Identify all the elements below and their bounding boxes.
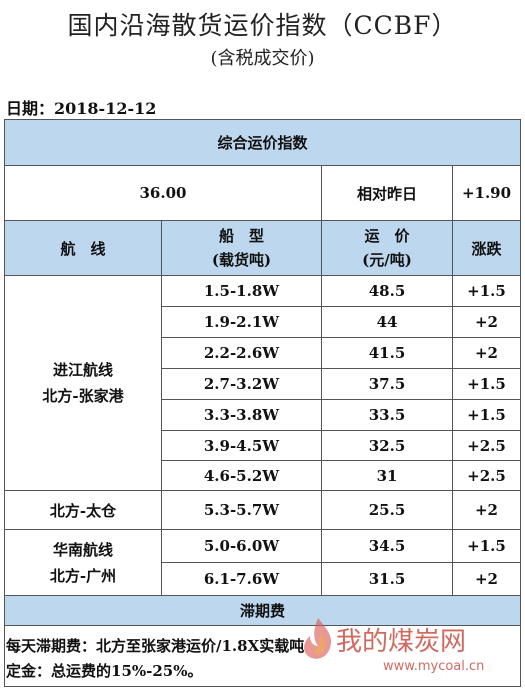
demurrage-rate-note: 每天滞期费：北方至张家港运价/1.8X实载吨 xyxy=(6,637,305,655)
change-cell: +2 xyxy=(453,338,520,369)
change-cell: +1.5 xyxy=(453,530,520,563)
change-cell: +1.5 xyxy=(453,276,520,307)
route-name-line2: 北方-广州 xyxy=(49,566,117,585)
change-cell: +2 xyxy=(453,563,520,596)
price-cell: 31 xyxy=(322,461,453,491)
demurrage-header: 滞期费 xyxy=(5,596,520,626)
composite-index-value: 36.00 xyxy=(5,166,322,221)
watermark-text: 我的煤炭网 xyxy=(336,627,467,657)
price-cell: 34.5 xyxy=(322,530,453,563)
ship-type-cell: 5.3-5.7W xyxy=(162,491,322,530)
freight-index-table: 综合运价指数 36.00 相对昨日 +1.90 航 线 船 型 (载货吨) 运 … xyxy=(4,119,521,687)
flame-logo-icon xyxy=(304,618,332,659)
ship-type-cell: 2.7-3.2W xyxy=(162,369,322,400)
change-cell: +2.5 xyxy=(453,431,520,461)
price-cell: 31.5 xyxy=(322,563,453,596)
page-subtitle: (含税成交价) xyxy=(210,48,315,69)
col-header-ship-type-line1: 船 型 xyxy=(218,227,264,245)
route-name-taicang: 北方-太仓 xyxy=(5,491,162,530)
route-name-huanan: 华南航线 北方-广州 xyxy=(5,530,162,596)
ship-type-cell: 5.0-6.0W xyxy=(162,530,322,563)
col-header-price-line1: 运 价 xyxy=(364,227,410,245)
date-value: 2018-12-12 xyxy=(54,99,157,118)
price-cell: 33.5 xyxy=(322,400,453,431)
change-cell: +1.5 xyxy=(453,369,520,400)
change-cell: +1.5 xyxy=(453,400,520,431)
col-header-price: 运 价 (元/吨) xyxy=(322,221,453,276)
col-header-ship-type: 船 型 (载货吨) xyxy=(162,221,322,276)
col-header-route: 航 线 xyxy=(5,221,162,276)
route-name-jinjiang: 进江航线 北方-张家港 xyxy=(5,276,162,491)
ship-type-cell: 3.3-3.8W xyxy=(162,400,322,431)
ship-type-cell: 6.1-7.6W xyxy=(162,563,322,596)
composite-index-header: 综合运价指数 xyxy=(5,120,520,166)
route-name-line1: 华南航线 xyxy=(52,540,113,559)
ship-type-cell: 2.2-2.6W xyxy=(162,338,322,369)
change-cell: +2 xyxy=(453,307,520,338)
ship-type-cell: 1.9-2.1W xyxy=(162,307,322,338)
ship-type-cell: 1.5-1.8W xyxy=(162,276,322,307)
col-header-price-line2: (元/吨) xyxy=(362,251,412,269)
ship-type-cell: 4.6-5.2W xyxy=(162,461,322,491)
col-header-change: 涨跌 xyxy=(453,221,520,276)
deposit-note: 定金：总运费的15%-25%。 xyxy=(6,662,203,680)
watermark-url: www.mycoal.cn xyxy=(383,659,485,674)
price-cell: 41.5 xyxy=(322,338,453,369)
route-name-line2: 北方-张家港 xyxy=(42,387,124,405)
change-cell: +2.5 xyxy=(453,461,520,491)
price-cell: 25.5 xyxy=(322,491,453,530)
route-name-line1: 进江航线 xyxy=(52,361,113,379)
page-title: 国内沿海散货运价指数（CCBF） xyxy=(67,11,458,40)
date-label: 日期： xyxy=(6,99,55,118)
price-cell: 37.5 xyxy=(322,369,453,400)
price-cell: 44 xyxy=(322,307,453,338)
report-date: 日期：2018-12-12 xyxy=(6,95,156,119)
ship-type-cell: 3.9-4.5W xyxy=(162,431,322,461)
demurrage-notes xyxy=(5,626,520,686)
col-header-ship-type-line2: (载货吨) xyxy=(211,251,272,269)
change-cell: +2 xyxy=(453,491,520,530)
price-cell: 48.5 xyxy=(322,276,453,307)
composite-change: +1.90 xyxy=(453,166,520,221)
price-cell: 32.5 xyxy=(322,431,453,461)
compare-label: 相对昨日 xyxy=(322,166,453,221)
